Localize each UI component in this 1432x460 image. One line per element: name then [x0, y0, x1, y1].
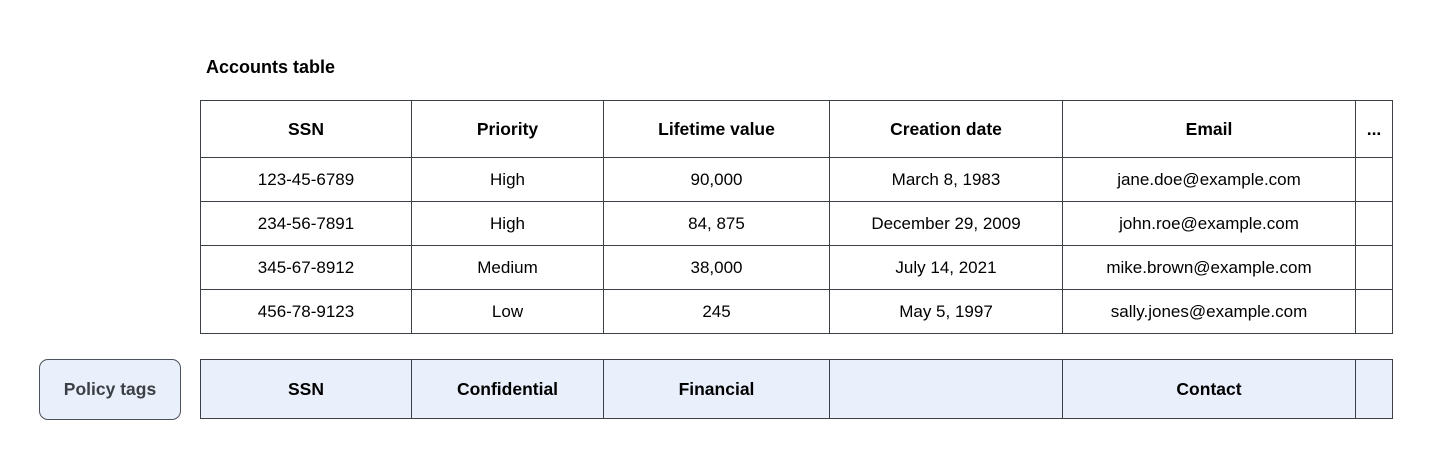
policy-tags-row: SSN Confidential Financial Contact [200, 359, 1393, 419]
cell-lifetime-value: 90,000 [603, 157, 830, 202]
cell-priority: High [411, 157, 604, 202]
cell-lifetime-value: 84, 875 [603, 201, 830, 246]
cell-creation-date: March 8, 1983 [829, 157, 1063, 202]
cell-priority: High [411, 201, 604, 246]
cell-more [1355, 289, 1393, 334]
header-row: SSN Priority Lifetime value Creation dat… [200, 100, 1393, 158]
column-header-more: ... [1355, 100, 1393, 158]
column-header-email: Email [1062, 100, 1356, 158]
accounts-table: SSN Priority Lifetime value Creation dat… [200, 100, 1393, 334]
cell-creation-date: May 5, 1997 [829, 289, 1063, 334]
cell-priority: Low [411, 289, 604, 334]
cell-email: jane.doe@example.com [1062, 157, 1356, 202]
policy-tag-empty-more [1355, 359, 1393, 419]
policy-tag-contact: Contact [1062, 359, 1356, 419]
column-header-ssn: SSN [200, 100, 412, 158]
cell-email: mike.brown@example.com [1062, 245, 1356, 290]
cell-creation-date: July 14, 2021 [829, 245, 1063, 290]
column-header-lifetime-value: Lifetime value [603, 100, 830, 158]
cell-creation-date: December 29, 2009 [829, 201, 1063, 246]
column-header-priority: Priority [411, 100, 604, 158]
table-row: 345-67-8912 Medium 38,000 July 14, 2021 … [200, 245, 1393, 290]
table-title: Accounts table [206, 57, 336, 77]
cell-ssn: 234-56-7891 [200, 201, 412, 246]
cell-ssn: 123-45-6789 [200, 157, 412, 202]
cell-more [1355, 201, 1393, 246]
policy-tag-ssn: SSN [200, 359, 412, 419]
policy-tags-label: Policy tags [39, 359, 181, 420]
cell-email: john.roe@example.com [1062, 201, 1356, 246]
cell-lifetime-value: 38,000 [603, 245, 830, 290]
table-row: 123-45-6789 High 90,000 March 8, 1983 ja… [200, 157, 1393, 202]
cell-email: sally.jones@example.com [1062, 289, 1356, 334]
table-row: 456-78-9123 Low 245 May 5, 1997 sally.jo… [200, 289, 1393, 334]
cell-priority: Medium [411, 245, 604, 290]
cell-more [1355, 157, 1393, 202]
cell-more [1355, 245, 1393, 290]
policy-tag-empty-creation-date [829, 359, 1063, 419]
cell-lifetime-value: 245 [603, 289, 830, 334]
cell-ssn: 456-78-9123 [200, 289, 412, 334]
column-header-creation-date: Creation date [829, 100, 1063, 158]
cell-ssn: 345-67-8912 [200, 245, 412, 290]
policy-tag-financial: Financial [603, 359, 830, 419]
policy-tag-confidential: Confidential [411, 359, 604, 419]
table-row: 234-56-7891 High 84, 875 December 29, 20… [200, 201, 1393, 246]
policy-tag-row: SSN Confidential Financial Contact [200, 359, 1393, 419]
